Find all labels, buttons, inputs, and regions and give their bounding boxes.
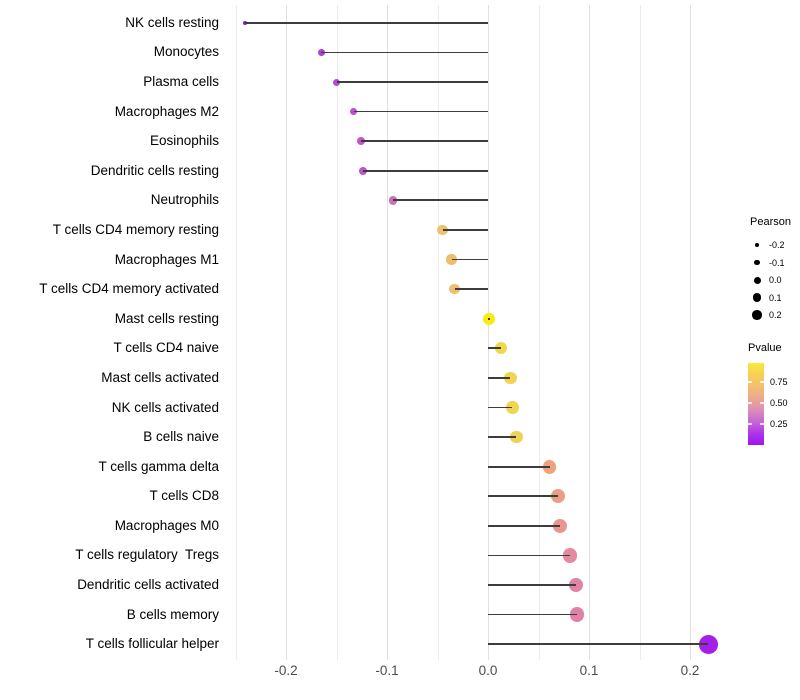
lollipop-dot (504, 371, 517, 385)
category-label: Dendritic cells resting (90, 162, 219, 178)
lollipop-stem (362, 169, 488, 172)
lollipop-dot (242, 20, 247, 25)
colorbar-tick (748, 381, 752, 383)
lollipop-dot (437, 224, 448, 236)
category-label: Mast cells activated (101, 369, 219, 385)
colorbar-label: 0.50 (770, 398, 788, 408)
category-label: Eosinophils (149, 133, 219, 149)
lollipop-dot (506, 401, 519, 414)
lollipop-stem (488, 377, 511, 379)
lollipop-dot (550, 489, 565, 504)
x-tick-label: 0.1 (579, 663, 599, 678)
category-label: NK cells resting (125, 14, 219, 30)
lollipop-dot (495, 342, 508, 355)
category-label: B cells naive (143, 429, 219, 445)
category-label: NK cells activated (111, 399, 219, 415)
colorbar-tick (760, 423, 764, 425)
category-label: Mast cells resting (114, 310, 219, 326)
lollipop-stem (488, 465, 550, 468)
pvalue-legend-title: Pvalue (748, 342, 782, 354)
pearson-legend-title: Pearson (750, 216, 791, 228)
category-label: Monocytes (153, 44, 219, 60)
lollipop-dot (698, 634, 718, 654)
lollipop-stem (393, 199, 488, 202)
category-label: T cells CD4 memory activated (39, 281, 219, 297)
gridline (589, 5, 590, 660)
gridline (639, 5, 641, 660)
x-tick-label: -0.2 (274, 663, 298, 678)
legend-size-dot (752, 310, 762, 320)
category-label: T cells CD8 (149, 488, 219, 504)
lollipop-dot (318, 49, 325, 56)
lollipop-dot (358, 166, 367, 175)
lollipop-stem (488, 643, 709, 646)
lollipop-stem (442, 229, 488, 231)
legend-size-dot (754, 242, 760, 248)
lollipop-dot (552, 518, 567, 533)
lollipop-stem (454, 288, 488, 290)
lollipop-dot (388, 195, 398, 205)
lollipop-dot (569, 607, 585, 622)
category-label: T cells gamma delta (98, 458, 219, 474)
gridline (690, 5, 691, 660)
category-label: T cells regulatory Tregs (75, 547, 219, 563)
colorbar-tick (748, 402, 752, 404)
colorbar-label: 0.75 (770, 377, 788, 387)
category-label: Dendritic cells activated (77, 577, 219, 592)
x-tick-label: 0.0 (478, 663, 498, 678)
gridline (235, 5, 237, 660)
lollipop-stem (488, 436, 517, 438)
lollipop-stem (244, 21, 488, 24)
lollipop-stem (488, 524, 560, 527)
x-tick-label: 0.2 (680, 663, 700, 678)
x-tick-label: -0.1 (375, 663, 399, 678)
gridline (387, 5, 388, 660)
category-label: Neutrophils (150, 192, 219, 208)
category-label: Plasma cells (143, 74, 219, 89)
lollipop-stem (488, 554, 570, 557)
category-label: Macrophages M2 (114, 103, 219, 119)
lollipop-stem (488, 613, 577, 616)
gridline (336, 5, 338, 660)
colorbar-tick (748, 423, 752, 425)
category-label: Macrophages M0 (114, 517, 219, 533)
category-label: T cells CD4 naive (113, 340, 219, 356)
lollipop-dot (349, 107, 358, 116)
legend-size-dot (752, 293, 762, 302)
lollipop-stem (451, 258, 488, 261)
lollipop-dot (449, 283, 460, 295)
legend-size-label: -0.1 (769, 257, 785, 268)
legend-size-label: 0.1 (769, 292, 782, 303)
lollipop-dot (568, 577, 584, 593)
category-label: B cells memory (126, 606, 219, 622)
legend-size-dot (754, 259, 760, 266)
lollipop-stem (488, 495, 558, 498)
category-label: T cells CD4 memory resting (52, 221, 219, 237)
gridline (437, 5, 439, 660)
legend-size-label: -0.2 (769, 240, 785, 250)
colorbar-tick (760, 402, 764, 404)
colorbar-label: 0.25 (770, 419, 788, 429)
pvalue-colorbar (748, 363, 764, 445)
legend-size-dot (753, 276, 761, 284)
lollipop-stem (488, 584, 576, 586)
lollipop-stem (353, 110, 488, 113)
legend-size-label: 0.0 (769, 275, 782, 285)
lollipop-stem (488, 347, 502, 350)
lollipop-stem (488, 406, 513, 409)
colorbar-tick (760, 381, 764, 383)
gridline (488, 5, 489, 660)
lollipop-stem (321, 51, 488, 54)
gridline (538, 5, 540, 660)
lollipop-stem (360, 140, 488, 143)
legend-size-label: 0.2 (769, 310, 782, 320)
lollipop-stem (488, 317, 490, 320)
category-label: T cells follicular helper (85, 636, 219, 652)
lollipop-stem (336, 81, 488, 83)
gridline (286, 5, 287, 660)
category-label: Macrophages M1 (114, 251, 219, 267)
